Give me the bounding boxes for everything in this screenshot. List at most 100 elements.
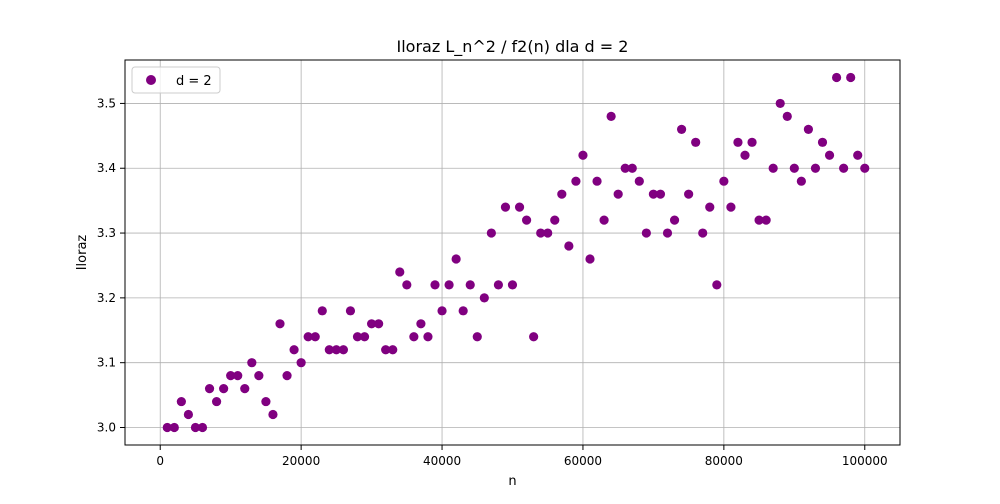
data-point — [176, 396, 186, 407]
data-point — [831, 72, 842, 83]
x-axis-label: n — [508, 474, 516, 489]
data-point — [486, 228, 496, 238]
data-point — [240, 384, 250, 394]
y-tick-label: 3.2 — [97, 291, 116, 305]
data-point — [789, 163, 799, 173]
data-point — [261, 396, 271, 407]
data-point — [747, 137, 757, 147]
data-point — [458, 306, 468, 316]
data-point — [740, 150, 750, 160]
data-point — [409, 332, 419, 342]
data-point — [331, 345, 341, 355]
x-tick-label: 60000 — [564, 454, 602, 468]
data-point — [430, 280, 440, 290]
data-point — [324, 345, 334, 355]
legend: d = 2 — [131, 66, 221, 94]
legend-box — [131, 66, 221, 94]
data-point — [796, 176, 806, 186]
data-point — [824, 150, 835, 160]
data-point — [254, 371, 264, 381]
data-point — [684, 189, 694, 199]
data-point — [289, 345, 299, 355]
data-point — [352, 332, 363, 342]
data-point — [226, 371, 236, 381]
data-point — [310, 332, 320, 342]
data-point — [437, 306, 447, 316]
data-point — [219, 384, 229, 394]
data-point — [860, 163, 870, 173]
x-tick-label: 80000 — [705, 454, 743, 468]
data-point — [183, 409, 194, 420]
data-point — [754, 215, 764, 225]
data-point — [388, 345, 398, 355]
plot-frame — [124, 59, 901, 446]
data-point — [775, 98, 785, 109]
data-point — [691, 137, 701, 147]
data-point — [662, 228, 673, 238]
data-point — [374, 319, 384, 329]
data-point — [451, 254, 461, 264]
data-point — [465, 280, 475, 290]
data-point — [782, 111, 792, 121]
data-point — [268, 409, 278, 420]
data-point — [557, 189, 567, 199]
data-point — [733, 137, 743, 147]
data-point — [514, 202, 525, 212]
chart-title: Iloraz L_n^2 / f2(n) dla d = 2 — [397, 37, 629, 57]
legend-marker — [146, 75, 156, 85]
data-point — [550, 215, 560, 225]
data-point — [641, 228, 651, 238]
data-point — [543, 228, 553, 238]
data-point — [317, 306, 327, 316]
data-point — [444, 280, 454, 290]
data-point — [592, 176, 602, 186]
axis-ticks: 0 20000 40000 60000 80000 100000 3.0 3.1 3.2 3.3 3… — [97, 96, 888, 468]
data-point — [585, 254, 595, 264]
y-axis-label: Iloraz — [75, 235, 90, 271]
data-point — [726, 202, 736, 212]
data-point — [620, 163, 630, 173]
data-point — [705, 202, 715, 212]
data-point — [768, 163, 778, 173]
data-point — [669, 215, 680, 225]
data-point — [648, 189, 659, 199]
data-point — [803, 124, 814, 134]
data-point — [810, 163, 821, 173]
data-point — [655, 189, 666, 199]
data-point — [719, 176, 729, 186]
data-point — [521, 215, 532, 225]
data-point — [275, 319, 285, 329]
x-tick-label: 20000 — [282, 454, 320, 468]
x-tick-label: 100000 — [842, 454, 888, 468]
data-points — [162, 72, 870, 433]
data-point — [162, 422, 172, 433]
data-point — [197, 422, 208, 433]
data-point — [536, 228, 546, 238]
data-point — [627, 163, 637, 173]
data-point — [853, 150, 863, 160]
data-point — [613, 189, 623, 199]
data-point — [571, 176, 581, 186]
data-point — [303, 332, 313, 342]
data-point — [846, 72, 856, 83]
y-tick-label: 3.0 — [97, 421, 116, 435]
data-point — [282, 371, 292, 381]
data-point — [479, 293, 489, 303]
data-point — [381, 345, 391, 355]
data-point — [416, 319, 426, 329]
data-point — [712, 280, 722, 290]
data-point — [190, 422, 201, 433]
y-tick-label: 3.5 — [97, 96, 116, 110]
data-point — [500, 202, 511, 212]
data-point — [839, 163, 849, 173]
y-tick-label: 3.3 — [97, 226, 116, 240]
data-point — [493, 280, 504, 290]
x-tick-label: 40000 — [423, 454, 461, 468]
data-point — [599, 215, 609, 225]
data-point — [529, 332, 539, 342]
x-tick-label: 0 — [156, 454, 164, 468]
data-point — [296, 358, 306, 368]
data-point — [402, 280, 412, 290]
data-point — [698, 228, 708, 238]
